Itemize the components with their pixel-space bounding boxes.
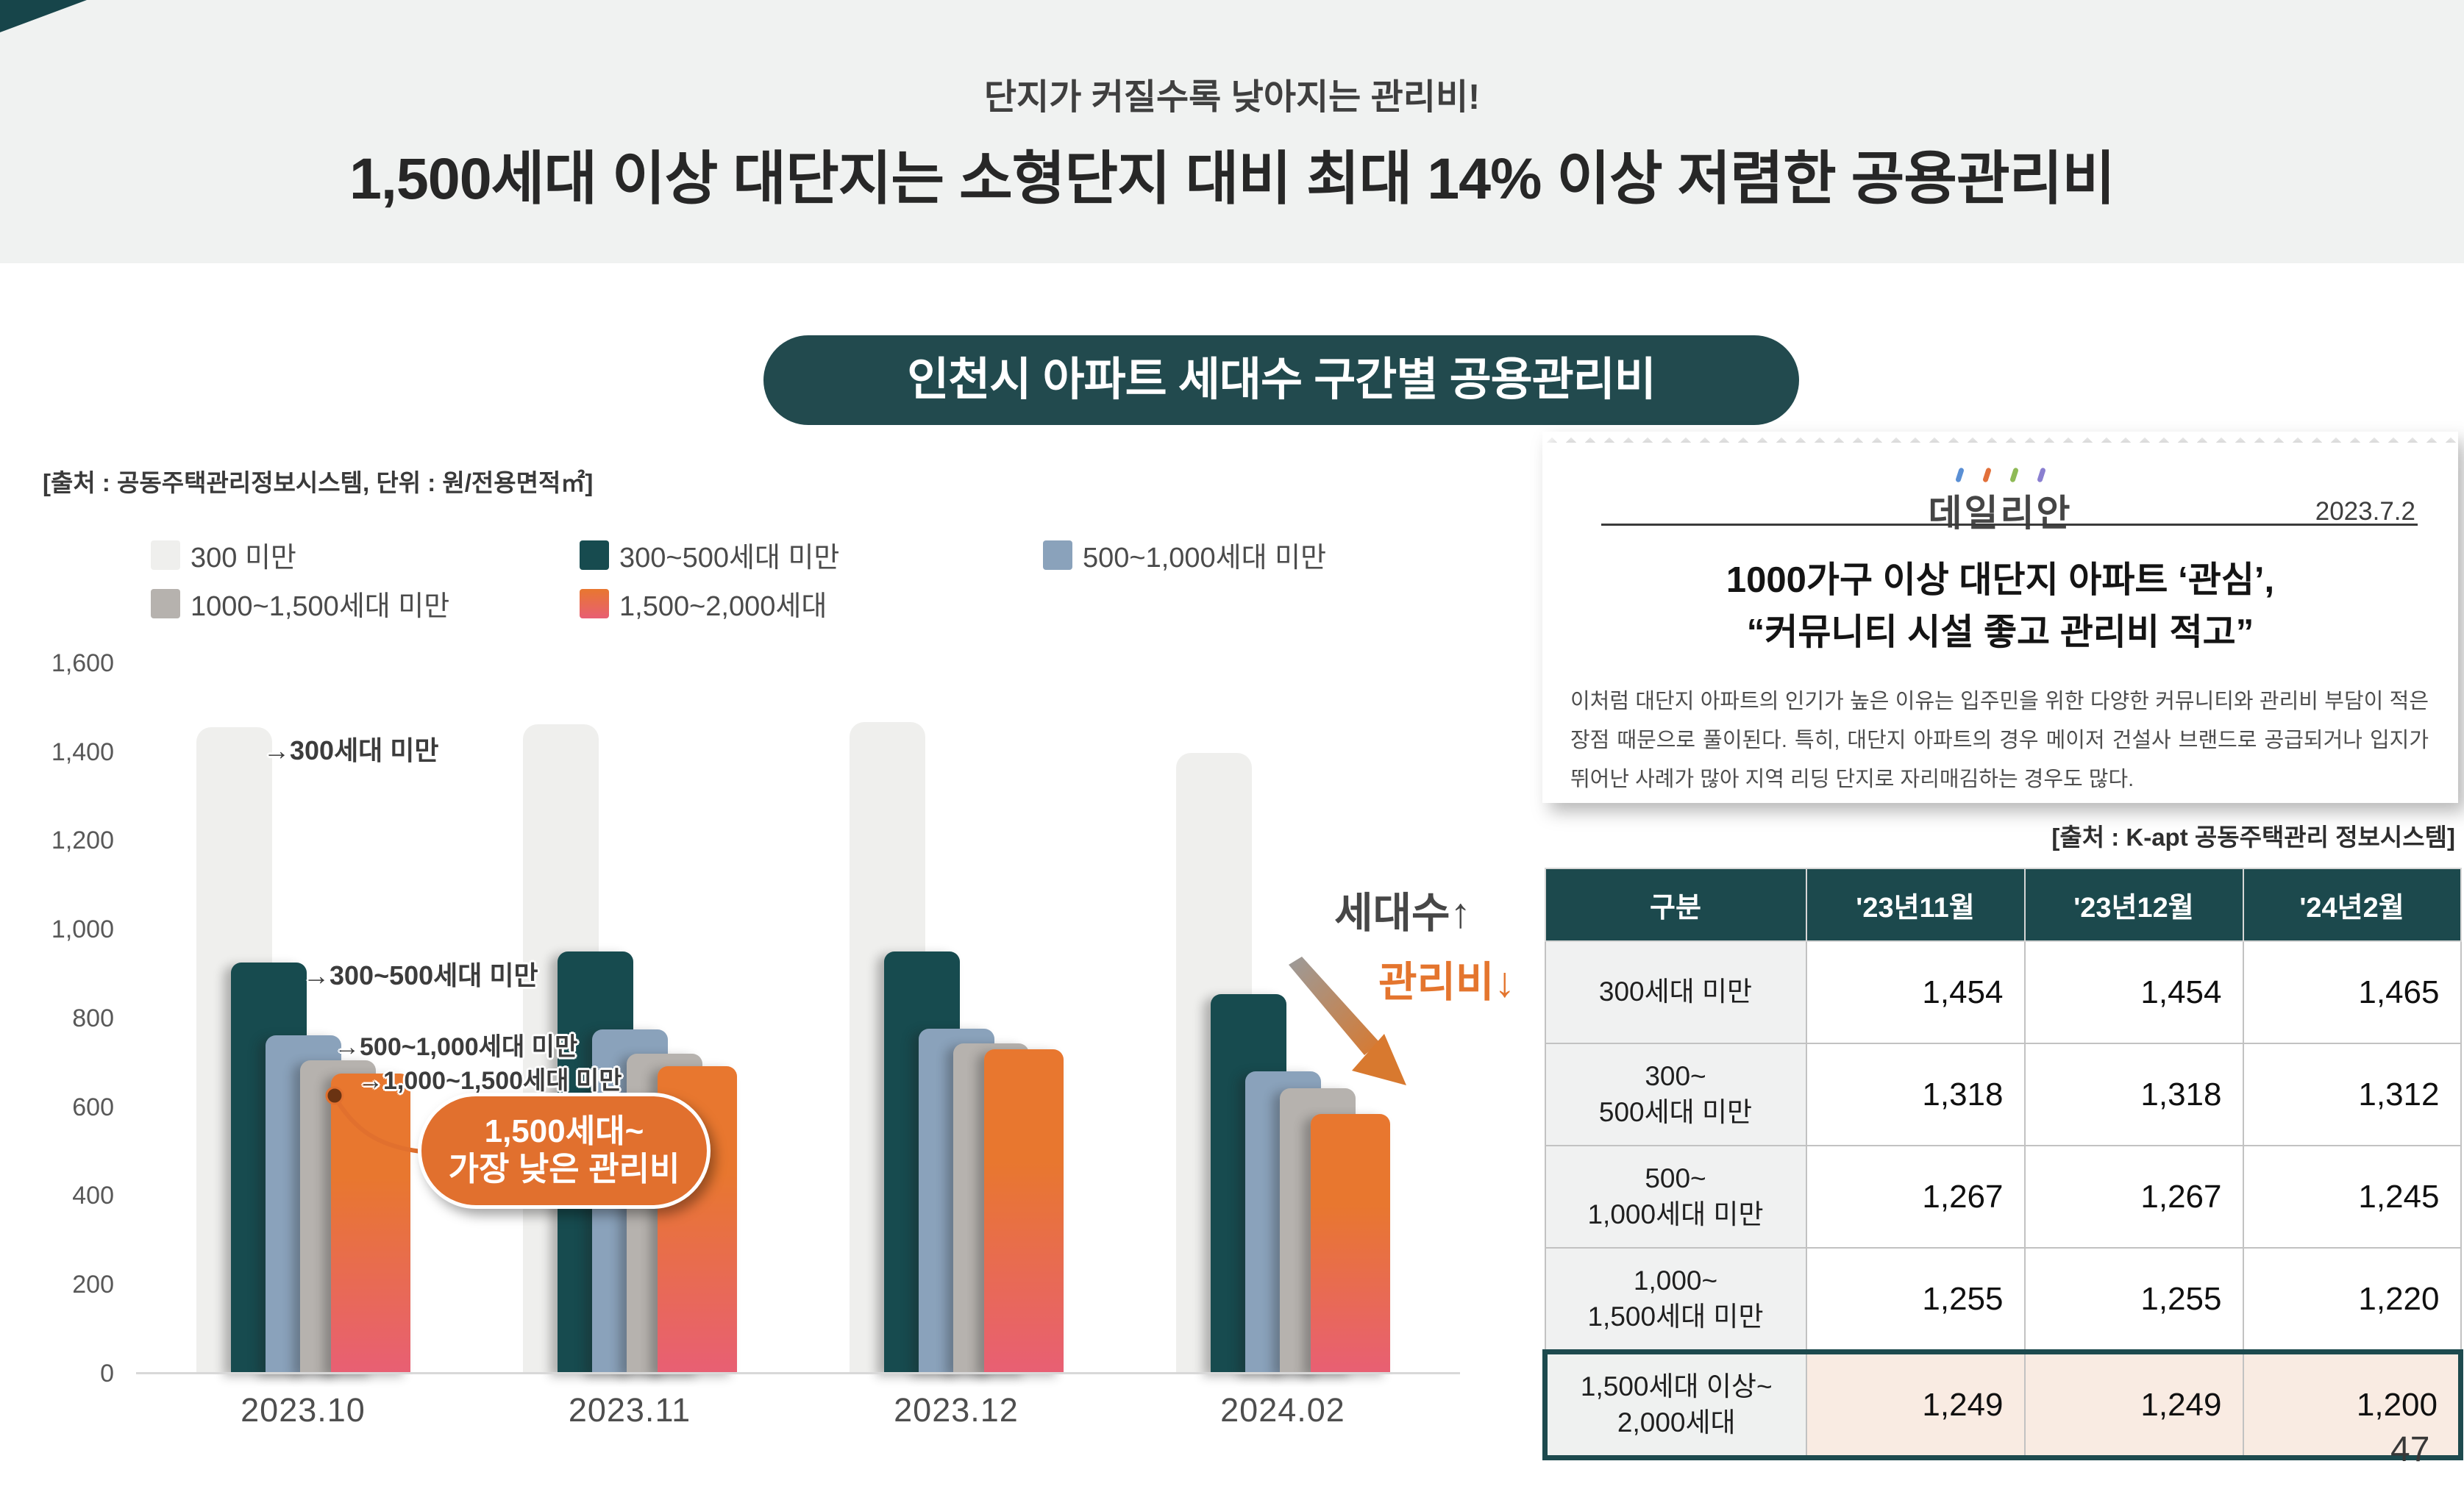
trend-note-households: 세대수↑ [1334,890,1471,937]
news-body: 이처럼 대단지 아파트의 인기가 높은 이유는 입주민을 위한 다양한 커뮤니티… [1570,690,2429,791]
page-number: 47 [2390,1430,2430,1469]
masthead-divider [1601,524,2418,526]
lowest-fee-callout: 1,500세대~ 가장 낮은 관리비 [418,1093,711,1209]
annotation-500-1000: →500~1,000세대 미만 [335,1033,578,1061]
bar-2024.02-series4 [1311,1114,1390,1374]
trend-arrow-head [1352,1034,1406,1085]
legend-label: 500~1,000세대 미만 [1083,543,1327,574]
news-headline-line2: “커뮤니티 시설 좋고 관리비 적고” [1746,613,2254,653]
row-label: 300세대 미만 [1544,940,1807,1044]
chart-source-note: [출처 : 공동주택관리정보시스템, 단위 : 원/전용면적㎡] [43,469,594,496]
row-label: 500~ 1,000세대 미만 [1544,1145,1807,1249]
fee-value-cell: 1,465 [2242,940,2462,1044]
annotation-300-500: →300~500세대 미만 [303,960,538,990]
legend-swatch-icon [151,588,180,618]
chart-title-badge: 인천시 아파트 세대수 구간별 공용관리비 [763,335,1799,425]
slide-subtitle: 단지가 커질수록 낮아지는 관리비! [983,78,1481,117]
corner-accent-shape [0,0,87,32]
table-column-header: '24년2월 [2242,868,2462,942]
news-headline: 1000가구 이상 대단지 아파트 ‘관심’, “커뮤니티 시설 좋고 관리비 … [1542,554,2458,659]
table-column-header: 구분 [1544,868,1807,942]
flame-icon [1954,467,1965,483]
table-row: 500~ 1,000세대 미만 1,267 1,267 1,245 [1544,1145,2462,1249]
y-tick-label: 600 [72,1093,114,1121]
legend-swatch-icon [580,540,609,570]
row-label: 1,500세대 이상~ 2,000세대 [1542,1349,1807,1460]
x-axis-line [136,1372,1460,1374]
legend-label: 1,500~2,000세대 [619,591,827,622]
fee-value-cell: 1,255 [1805,1247,2026,1353]
fee-value-cell: 1,318 [2023,1043,2244,1146]
legend-item: 300~500세대 미만 [580,535,839,575]
fee-value-cell: 1,249 [2023,1349,2244,1460]
legend-swatch-icon [151,540,180,570]
fee-value-cell: 1,200 [2242,1349,2463,1460]
fee-value-cell: 1,267 [1805,1145,2026,1249]
bar-2023.12-series4 [984,1049,1064,1374]
news-headline-line1: 1000가구 이상 대단지 아파트 ‘관심’, [1726,560,2275,600]
y-tick-label: 1,600 [51,649,114,677]
trend-note-fee: 관리비↓ [1378,959,1515,1006]
flame-icon [2036,467,2046,483]
legend-item: 500~1,000세대 미만 [1043,535,1326,575]
x-tick-label: 2023.12 [894,1391,1019,1429]
fee-value-cell: 1,255 [2023,1247,2244,1353]
flame-icon [2009,467,2019,483]
legend-label: 300 미만 [191,543,296,574]
table-column-header: '23년12월 [2023,868,2244,942]
fee-value-cell: 1,318 [1805,1043,2026,1146]
legend-label: 1000~1,500세대 미만 [191,591,450,622]
y-tick-label: 1,200 [51,826,114,855]
table-row: 1,000~ 1,500세대 미만 1,255 1,255 1,220 [1544,1247,2462,1353]
callout-line1: 1,500세대~ [484,1113,644,1149]
legend-item: 1000~1,500세대 미만 [151,583,449,624]
y-tick-label: 1,400 [51,738,114,766]
fee-value-cell: 1,267 [2023,1145,2244,1249]
x-tick-label: 2023.10 [241,1391,366,1429]
table-source-note: [출처 : K-apt 공동주택관리 정보시스템] [2051,824,2455,851]
x-tick-label: 2023.11 [568,1391,691,1429]
fee-value-cell: 1,454 [2023,940,2244,1044]
table-row: 1,500세대 이상~ 2,000세대 1,249 1,249 1,200 [1542,1349,2463,1460]
legend-item: 300 미만 [151,535,296,575]
slide-title: 1,500세대 이상 대단지는 소형단지 대비 최대 14% 이상 저렴한 공용… [349,146,2115,211]
flame-icon [1981,467,1992,483]
fee-value-cell: 1,312 [2242,1043,2462,1146]
legend-swatch-icon [580,588,609,618]
news-date: 2023.7.2 [2315,497,2415,526]
table-header-row: 구분 '23년11월 '23년12월 '24년2월 [1544,868,2462,942]
annotation-1000-1500: →1,000~1,500세대 미만 [358,1067,622,1095]
x-tick-label: 2024.02 [1220,1391,1345,1429]
annotation-under-300: →300세대 미만 [263,735,439,765]
callout-line2: 가장 낮은 관리비 [448,1150,680,1188]
fee-value-cell: 1,249 [1805,1349,2026,1460]
row-label: 300~ 500세대 미만 [1544,1043,1807,1146]
y-tick-label: 800 [72,1004,114,1032]
fee-table: 구분 '23년11월 '23년12월 '24년2월 300세대 미만 1,454 1,45… [1542,868,2463,1460]
news-clipping: 데일리안 2023.7.2 1000가구 이상 대단지 아파트 ‘관심’, “커… [1542,432,2458,803]
table-row: 300세대 미만 1,454 1,454 1,465 [1544,940,2462,1044]
fee-value-cell: 1,245 [2242,1145,2462,1249]
y-tick-label: 0 [100,1360,114,1388]
news-masthead: 데일리안 [1928,493,2073,534]
masthead-flame-icons [1954,467,2046,483]
header-band [0,0,2464,263]
y-tick-label: 200 [72,1271,114,1299]
y-tick-label: 400 [72,1182,114,1210]
legend-label: 300~500세대 미만 [619,543,840,574]
legend-swatch-icon [1043,540,1072,570]
fee-value-cell: 1,454 [1805,940,2026,1044]
table-row: 300~ 500세대 미만 1,318 1,318 1,312 [1544,1043,2462,1146]
legend-item: 1,500~2,000세대 [580,583,827,624]
y-tick-label: 1,000 [51,915,114,944]
table-column-header: '23년11월 [1805,868,2026,942]
fee-value-cell: 1,220 [2242,1247,2462,1353]
bar-2023.10-series4 [331,1074,410,1374]
row-label: 1,000~ 1,500세대 미만 [1544,1247,1807,1353]
